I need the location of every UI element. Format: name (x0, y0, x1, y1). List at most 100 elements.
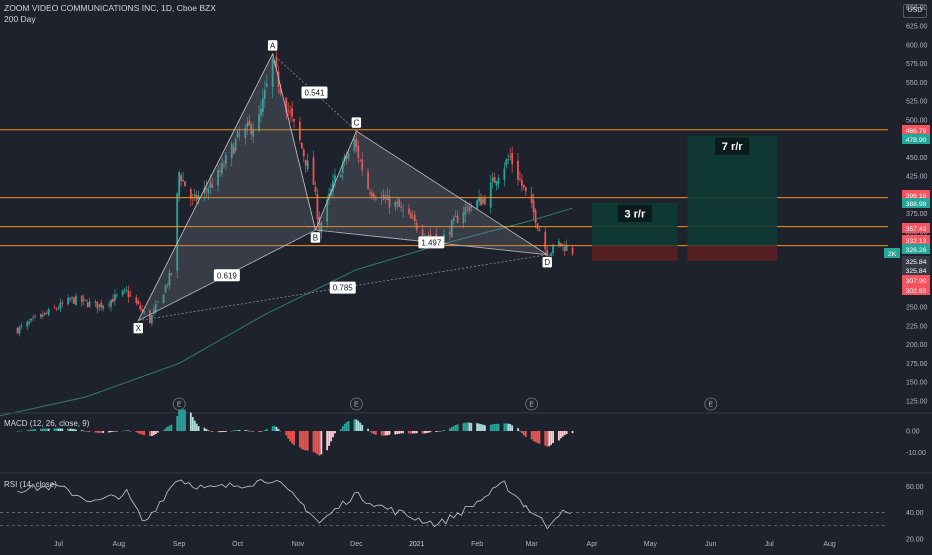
macd-bar (59, 428, 62, 431)
candle-body (123, 289, 126, 291)
ratio-label-text: 1.497 (421, 238, 442, 247)
candle-body (30, 318, 33, 321)
price-label-box (902, 235, 930, 245)
ratio-label: 0.785 (329, 281, 356, 294)
candle (86, 299, 89, 308)
macd-bar (372, 431, 375, 435)
candle (189, 187, 192, 207)
macd-bar (524, 431, 527, 437)
macd-bar (258, 431, 260, 433)
macd-bar (425, 431, 428, 434)
candle-body (232, 146, 235, 154)
macd-bar (217, 431, 220, 433)
macd-bar (246, 430, 249, 431)
candle-body (73, 297, 75, 304)
earnings-marker[interactable]: E (704, 397, 718, 411)
ratio-label: 1.497 (418, 236, 445, 249)
macd-y-tick-label: 0.00 (906, 429, 920, 436)
pattern-point-box (267, 39, 278, 52)
candle-body (491, 178, 494, 182)
candle-body (162, 294, 165, 304)
earnings-marker[interactable]: E (172, 397, 186, 411)
macd-bar (571, 431, 574, 434)
price-label-text: 326.26 (906, 247, 927, 254)
candle (168, 268, 171, 290)
macd-bar (30, 429, 33, 431)
candle (413, 210, 416, 226)
candle (454, 210, 457, 217)
candle (236, 129, 239, 139)
macd-bar (302, 431, 305, 450)
earnings-marker[interactable]: E (349, 397, 363, 411)
candle-body (84, 299, 87, 301)
y-tick-label: 600.00 (906, 42, 928, 49)
macd-bar (71, 428, 73, 431)
candle (193, 189, 196, 202)
long-position[interactable]: 7 r/r (687, 135, 777, 261)
candle (141, 305, 144, 313)
candle-body (372, 193, 375, 198)
macd-bar (189, 412, 192, 431)
macd-bar (345, 422, 348, 431)
macd-bar (293, 431, 295, 446)
candle (67, 294, 70, 306)
candle (503, 162, 506, 187)
price-label-text: 332.13 (906, 238, 927, 245)
macd-bar (452, 426, 455, 431)
candle-body (345, 156, 348, 158)
candle (32, 314, 35, 321)
candle-body (129, 295, 132, 297)
macd-bar (330, 431, 332, 442)
candle-body (205, 187, 208, 190)
candle (476, 199, 479, 211)
pattern-point-b: B (310, 231, 321, 244)
candle-body (495, 181, 498, 186)
candle-body (207, 189, 210, 193)
macd-bar (396, 431, 399, 435)
candle-body (260, 108, 262, 116)
currency-button[interactable]: USD (903, 4, 927, 18)
candle (411, 210, 414, 220)
price-label: 478.90 (902, 134, 930, 144)
macd-bar (112, 431, 114, 432)
price-label: 2K (884, 248, 900, 258)
candle (28, 318, 31, 326)
macd-bar (316, 431, 319, 455)
macd-bar (94, 431, 97, 433)
candle-body (476, 200, 479, 209)
long-position[interactable]: 3 r/r (592, 203, 678, 261)
macd-bar (423, 431, 426, 434)
macd-bar (275, 426, 278, 431)
candle (127, 285, 130, 303)
position-label-box (617, 205, 652, 223)
macd-bar (98, 431, 101, 434)
macd-bar (108, 431, 110, 433)
price-label-box (902, 134, 930, 144)
macd-bar (162, 430, 165, 431)
y-tick-label: 375.00 (906, 211, 928, 218)
y-tick-label: 575.00 (906, 61, 928, 68)
candle (571, 245, 574, 256)
candle (466, 204, 469, 214)
price-label-text: 307.90 (906, 278, 927, 285)
macd-bar (110, 431, 112, 433)
y-tick-label: 650.00 (906, 5, 928, 12)
macd-bar (332, 431, 334, 438)
y-tick-label: 500.00 (906, 117, 928, 124)
candle-body (452, 217, 455, 221)
earnings-marker[interactable]: E (525, 397, 539, 411)
candle-body (483, 198, 486, 205)
pattern-point-label: A (270, 41, 276, 50)
macd-bar (441, 430, 443, 432)
pattern-point-box (310, 231, 321, 244)
candle (139, 302, 142, 312)
price-label: 307.90 (902, 275, 930, 285)
macd-bar (82, 430, 85, 432)
candle (57, 305, 60, 311)
candle-body (71, 297, 73, 299)
candle (353, 136, 356, 154)
candle (135, 294, 138, 306)
x-tick-label: Aug (113, 541, 126, 548)
